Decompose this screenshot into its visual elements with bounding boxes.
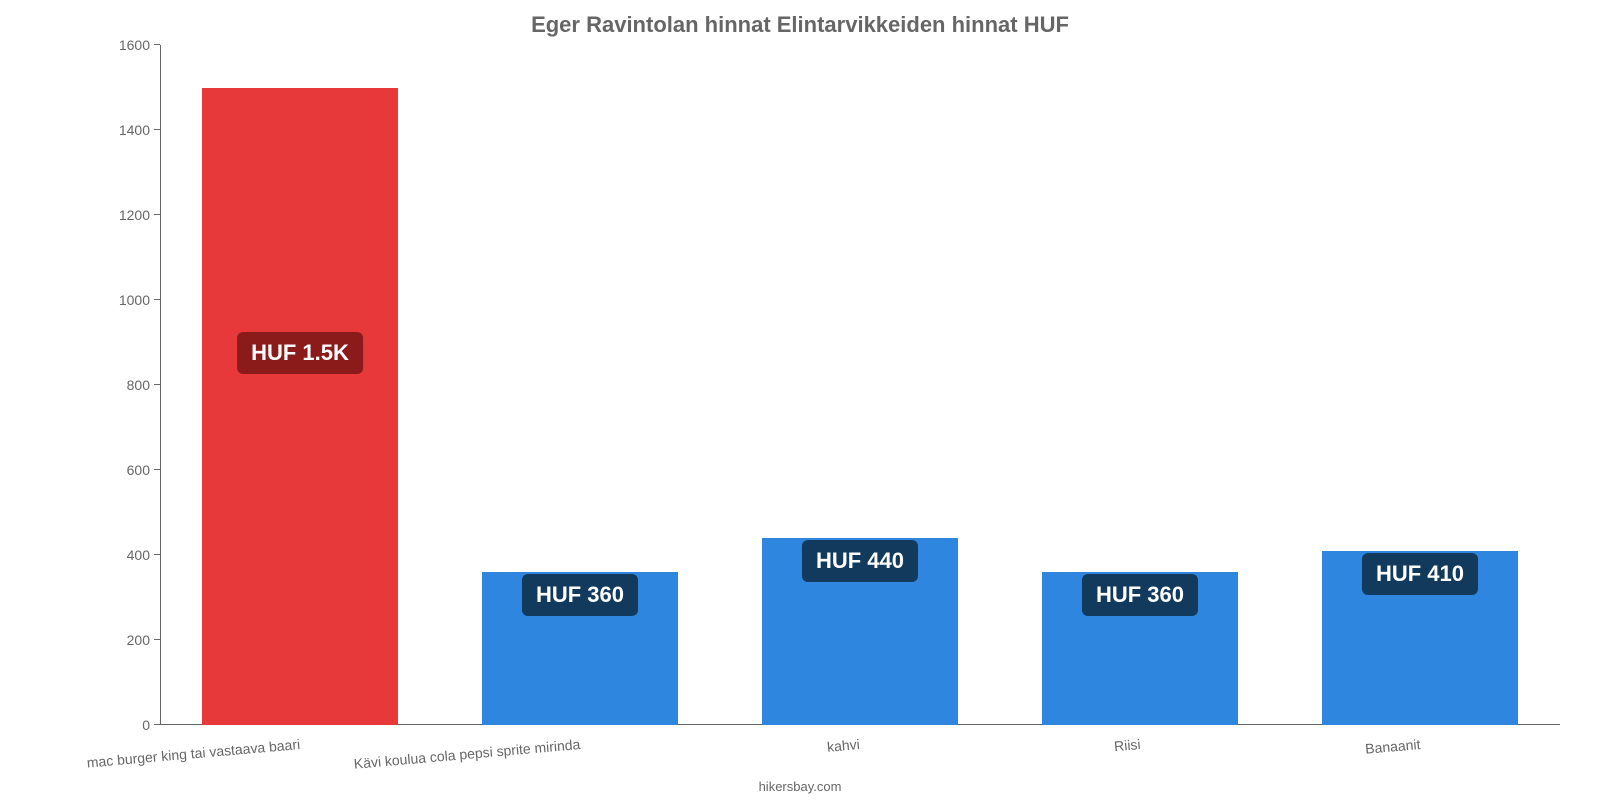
y-tick-mark	[154, 639, 160, 640]
bar	[202, 88, 398, 726]
y-tick-mark	[154, 129, 160, 130]
y-tick-mark	[154, 214, 160, 215]
y-tick-label: 1000	[100, 292, 150, 308]
y-tick-label: 1200	[100, 207, 150, 223]
bar-value-badge: HUF 440	[802, 540, 918, 582]
y-tick-mark	[154, 554, 160, 555]
bar-value-badge: HUF 360	[522, 574, 638, 616]
bar-value-badge: HUF 1.5K	[237, 332, 363, 374]
y-tick-mark	[154, 469, 160, 470]
y-tick-mark	[154, 44, 160, 45]
y-tick-label: 1600	[100, 37, 150, 53]
x-tick-label: mac burger king tai vastaava baari	[86, 736, 301, 771]
x-tick-label: Kävi koulua cola pepsi sprite mirinda	[353, 736, 581, 772]
y-tick-label: 0	[100, 717, 150, 733]
chart-title: Eger Ravintolan hinnat Elintarvikkeiden …	[0, 0, 1600, 38]
x-tick-label: kahvi	[827, 736, 861, 755]
bars-container: HUF 1.5K HUF 360 HUF 440 HUF 360 HUF 410	[160, 45, 1560, 725]
y-tick-mark	[154, 384, 160, 385]
x-tick-label: Riisi	[1113, 736, 1141, 754]
y-tick-label: 400	[100, 547, 150, 563]
bar-value-badge: HUF 410	[1362, 553, 1478, 595]
x-labels: mac burger king tai vastaava baariKävi k…	[160, 728, 1560, 778]
bar-value-badge: HUF 360	[1082, 574, 1198, 616]
y-tick-label: 200	[100, 632, 150, 648]
plot-area: HUF 1.5KHUF 360HUF 440HUF 360HUF 410 020…	[160, 45, 1560, 725]
y-tick-label: 1400	[100, 122, 150, 138]
y-tick-label: 600	[100, 462, 150, 478]
x-tick-label: Banaanit	[1364, 736, 1420, 757]
y-tick-label: 800	[100, 377, 150, 393]
y-tick-mark	[154, 299, 160, 300]
bar-chart: Eger Ravintolan hinnat Elintarvikkeiden …	[0, 0, 1600, 800]
y-tick-mark	[154, 724, 160, 725]
attribution: hikersbay.com	[759, 779, 842, 794]
